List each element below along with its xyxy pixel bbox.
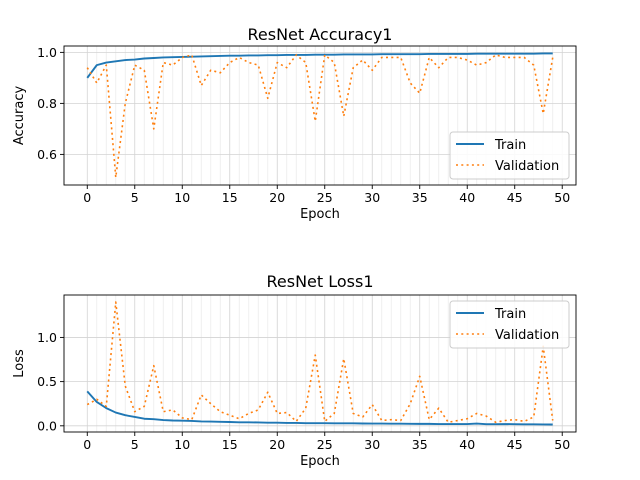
x-tick-label: 35: [412, 437, 428, 452]
legend-label: Validation: [495, 159, 559, 174]
y-tick-label: 0.0: [37, 418, 57, 433]
x-tick-label: 35: [412, 190, 428, 205]
x-tick-label: 45: [507, 190, 523, 205]
x-tick-label: 25: [317, 190, 333, 205]
legend-label: Validation: [495, 328, 559, 343]
x-tick-label: 30: [364, 437, 380, 452]
x-axis-label: Epoch: [300, 207, 340, 222]
y-tick-label: 0.8: [37, 96, 57, 111]
x-tick-label: 0: [83, 437, 91, 452]
series-line-train: [86, 52, 553, 79]
x-tick-label: 45: [507, 437, 523, 452]
y-tick-label: 0.6: [37, 147, 57, 162]
legend-label: Train: [494, 138, 526, 153]
y-axis-label: Loss: [12, 349, 27, 378]
x-tick-label: 50: [554, 437, 570, 452]
y-tick-label: 0.5: [37, 374, 57, 389]
chart-panel-2: 0 5 10 15 20 25 30 35 40 45 50 0.0 0.5 1.0 ResNet Loss…: [12, 272, 577, 469]
x-tick-label: 20: [269, 437, 285, 452]
x-tick-label: 40: [459, 437, 475, 452]
legend: Train Validation: [449, 300, 570, 349]
x-tick-label: 40: [459, 190, 475, 205]
x-tick-label: 5: [131, 437, 139, 452]
legend: Train Validation: [449, 131, 570, 180]
y-tick-label: 1.0: [37, 45, 57, 60]
x-tick-label: 0: [83, 190, 91, 205]
chart-title: ResNet Accuracy1: [248, 25, 393, 44]
chart-title: ResNet Loss1: [266, 272, 373, 291]
x-tick-label: 50: [554, 190, 570, 205]
x-axis-label: Epoch: [300, 454, 340, 469]
x-tick-label: 30: [364, 190, 380, 205]
x-tick-label: 15: [222, 437, 238, 452]
plot-frame: [63, 45, 577, 186]
x-tick-label: 15: [222, 190, 238, 205]
series-line-validation: [86, 301, 554, 424]
series-line-validation: [86, 54, 554, 179]
x-tick-label: 10: [174, 190, 190, 205]
y-axis-label: Accuracy: [12, 86, 27, 146]
x-tick-label: 5: [131, 190, 139, 205]
x-tick-label: 20: [269, 190, 285, 205]
x-tick-label: 10: [174, 437, 190, 452]
x-tick-label: 25: [317, 437, 333, 452]
y-tick-label: 1.0: [37, 330, 57, 345]
chart-panel-1: 0 5 10 15 20 25 30 35 40 45 50 0.6 0.8 1.0 ResNet Accu…: [12, 25, 577, 222]
plot-frame: [63, 294, 577, 433]
series-line-train: [86, 390, 553, 426]
legend-label: Train: [494, 307, 526, 322]
